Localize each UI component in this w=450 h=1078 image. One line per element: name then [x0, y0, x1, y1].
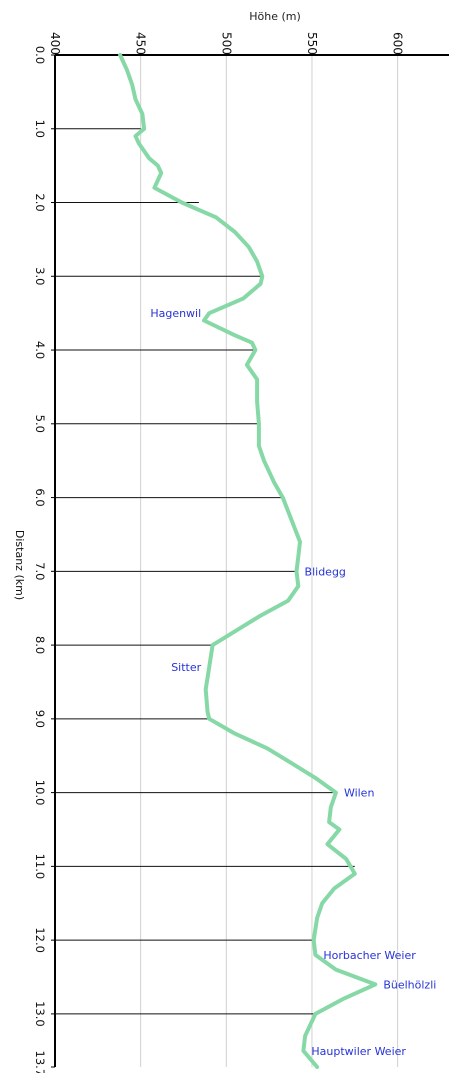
x-tick-label: 12.0: [33, 927, 47, 953]
x-tick-label: 7.0: [33, 562, 47, 580]
x-tick-label: 11.0: [33, 854, 47, 880]
x-tick-label: 2.0: [33, 193, 47, 211]
x-tick-label: 1.0: [33, 120, 47, 138]
y-tick-label: 400: [48, 32, 62, 55]
place-label: Hagenwil: [150, 307, 201, 320]
x-tick-label: 0.0: [33, 46, 47, 64]
x-axis-title: Distanz (km): [13, 530, 26, 600]
marker-layer: [55, 128, 355, 1015]
x-tick-label: 3.0: [33, 267, 47, 285]
place-label: Wilen: [344, 787, 375, 800]
y-tick-label: 450: [134, 32, 148, 55]
x-tick-label: 5.0: [33, 415, 47, 433]
grid-layer: [140, 55, 399, 1067]
annot-layer: Hagenwil Blidegg Sitter Wilen Horbacher Weie…: [150, 307, 436, 1058]
place-label: Hauptwiler Weier: [311, 1045, 406, 1058]
place-label: Horbacher Weier: [323, 949, 416, 962]
x-tick-label: 8.0: [33, 636, 47, 654]
x-tick-label: 9.0: [33, 710, 47, 728]
axis-layer: 400 450 500 550 600 0.0 1.0 2.0 3.0 4.0 5.0 6.0 7.0 8…: [33, 32, 449, 1078]
chart-title: Höhe (m): [249, 10, 301, 23]
place-label: Büelhölzli: [383, 978, 436, 991]
y-tick-label: 550: [305, 32, 319, 55]
place-label: Blidegg: [305, 565, 346, 578]
elevation-line: [118, 53, 378, 1069]
x-tick-label: 6.0: [33, 488, 47, 506]
x-tick-label: 10.0: [33, 780, 47, 806]
y-tick-label: 600: [391, 32, 405, 55]
y-tick-label: 500: [219, 32, 233, 55]
x-tick-label: 13.0: [33, 1001, 47, 1027]
line-layer: [118, 53, 378, 1069]
x-tick-label: 13.72: [33, 1051, 47, 1073]
x-tick-label: 4.0: [33, 341, 47, 359]
place-label: Sitter: [171, 661, 201, 674]
